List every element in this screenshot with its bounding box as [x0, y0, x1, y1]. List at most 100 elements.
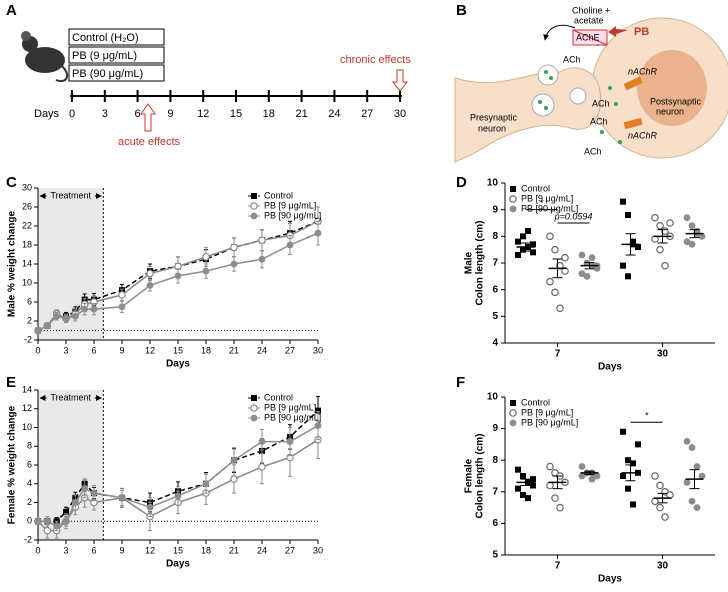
y-tick-label: 14	[22, 384, 32, 394]
vesicle	[531, 93, 555, 117]
marker	[693, 504, 701, 511]
marker	[530, 249, 536, 256]
legend-label: Control	[264, 190, 293, 200]
marker	[520, 246, 526, 253]
marker	[578, 463, 586, 470]
panel-letter: A	[6, 2, 17, 19]
presynaptic-label: neuron	[478, 123, 506, 133]
marker	[202, 267, 210, 275]
presynaptic-label: Presynaptic	[470, 112, 518, 122]
y-tick-label: 4	[492, 338, 498, 349]
marker	[683, 478, 691, 486]
y-tick-label: 7	[492, 486, 498, 497]
y-tick-label: 7	[492, 258, 498, 269]
marker	[588, 475, 596, 483]
x-tick-label: 6	[91, 545, 96, 555]
y-tick-label: 4	[27, 478, 32, 488]
legend-label: PB [9 μg/mL]	[521, 407, 573, 417]
y-tick-label: 6	[492, 284, 498, 295]
marker	[620, 428, 626, 435]
marker	[620, 473, 626, 479]
significance-label: *	[540, 198, 544, 208]
marker	[118, 291, 126, 299]
legend-label: PB [90 μg/mL]	[521, 203, 578, 213]
marker	[583, 259, 591, 267]
enzyme-label: AChE	[576, 32, 600, 42]
marker	[515, 485, 521, 492]
legend-label: Control	[521, 397, 550, 407]
marker	[230, 456, 238, 464]
legend-marker	[510, 400, 516, 406]
marker	[661, 261, 669, 270]
marker	[546, 462, 554, 471]
x-tick-label: 12	[145, 545, 155, 555]
y-tick-label: 10	[487, 392, 499, 403]
legend-marker	[251, 193, 257, 199]
choline-label: Choline +	[572, 5, 610, 15]
legend-label: PB [90 μg/mL]	[264, 210, 321, 220]
marker	[230, 243, 238, 252]
receptor-label: nAChR	[628, 130, 658, 140]
group-label: Control (H₂O)	[72, 32, 139, 44]
chart-panel: D 4 5 6 7 8 9 10 7 30 Days Male Colon length (cm) Con…	[456, 174, 715, 373]
mouse-icon	[21, 31, 69, 82]
treatment-label: Treatment	[50, 392, 91, 402]
legend-marker	[510, 186, 516, 192]
marker	[314, 229, 322, 237]
legend-marker	[250, 404, 258, 412]
marker	[230, 260, 238, 268]
marker	[62, 315, 70, 323]
marker	[525, 228, 531, 234]
drug-arrow	[608, 26, 628, 37]
legend-marker	[509, 205, 517, 213]
marker	[286, 241, 294, 249]
legend-marker	[250, 212, 258, 220]
y-tick-label: 2	[27, 315, 32, 325]
marker	[551, 288, 559, 297]
marker	[63, 508, 69, 515]
marker	[625, 457, 631, 464]
x-axis-label: Days	[598, 362, 622, 373]
marker	[315, 407, 321, 414]
marker	[146, 269, 154, 278]
marker	[556, 304, 564, 313]
group-label: PB (9 μg/mL)	[72, 50, 137, 62]
legend-marker	[509, 419, 517, 427]
chronic-label: chronic effects	[340, 54, 411, 66]
x-tick-label: 3	[63, 545, 68, 555]
group-box	[68, 28, 165, 46]
y-axis-label: Male % weight change	[7, 210, 18, 317]
legend-marker	[251, 395, 257, 401]
marker	[202, 480, 210, 488]
y-tick-label: 22	[22, 220, 32, 230]
nucleus	[637, 50, 707, 126]
x-tick-label: 27	[285, 345, 295, 355]
marker	[688, 222, 696, 230]
marker	[651, 472, 659, 480]
marker	[286, 438, 294, 445]
y-tick-label: 0	[27, 516, 32, 526]
marker	[588, 254, 596, 262]
marker	[118, 494, 126, 502]
timeline-day: 6	[135, 108, 141, 120]
legend-label: PB [9 μg/mL]	[264, 402, 316, 412]
marker	[90, 305, 98, 313]
marker	[620, 262, 626, 269]
marker	[625, 273, 631, 280]
marker	[43, 526, 52, 535]
group-box	[68, 46, 165, 64]
marker	[551, 494, 559, 502]
marker	[530, 476, 536, 483]
marker	[90, 489, 98, 497]
marker	[520, 491, 526, 498]
significance-label: p=0.0594	[554, 211, 593, 221]
panel-letter: B	[456, 2, 467, 19]
treatment-label-bg	[46, 190, 95, 202]
marker	[656, 221, 664, 230]
ach-label: ACh	[592, 98, 610, 108]
marker	[625, 485, 631, 492]
marker	[81, 305, 89, 313]
x-axis-label: Days	[166, 359, 190, 370]
x-tick-label: 21	[229, 345, 239, 355]
